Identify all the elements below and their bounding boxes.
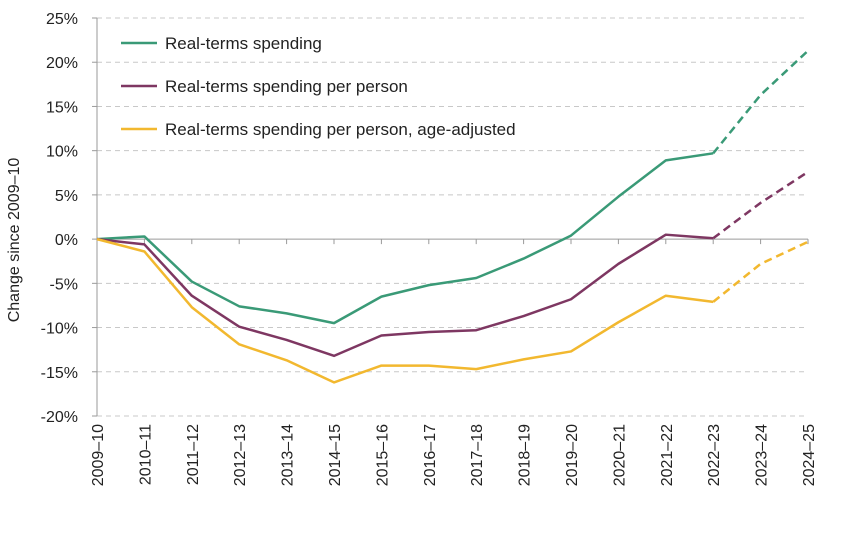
gridlines bbox=[97, 17, 808, 417]
y-tick-label: -5% bbox=[50, 276, 78, 293]
x-tick-label: 2011–12 bbox=[185, 424, 202, 485]
y-tick-label: -15% bbox=[41, 365, 78, 382]
series-projection-line-3 bbox=[712, 240, 809, 303]
series-line-2 bbox=[96, 233, 714, 358]
x-tick-label: 2019–20 bbox=[564, 424, 581, 486]
x-tick-label: 2017–18 bbox=[469, 424, 486, 486]
x-tick-label: 2015–16 bbox=[374, 424, 391, 486]
x-tick-label: 2023–24 bbox=[754, 424, 771, 486]
axes: -20% -15% -10% -5% 0% 5% 10% 15% 20% 25% 2009–10 20… bbox=[41, 11, 818, 486]
x-tick-label: 2022–23 bbox=[706, 424, 723, 486]
x-tick-label: 2012–13 bbox=[232, 424, 249, 486]
y-axis-label: Change since 2009–10 bbox=[6, 158, 23, 323]
legend-label-2: Real-terms spending per person bbox=[165, 77, 408, 96]
y-tick-label: 10% bbox=[46, 144, 78, 161]
x-tick-label: 2014–15 bbox=[327, 424, 344, 486]
series-lines bbox=[96, 49, 809, 384]
x-tick-label: 2024–25 bbox=[801, 424, 818, 486]
y-tick-label: 15% bbox=[46, 99, 78, 116]
y-tick-label: 0% bbox=[55, 232, 78, 249]
series-line-1 bbox=[96, 152, 714, 325]
y-tick-label: -20% bbox=[41, 409, 78, 426]
y-tick-label: -10% bbox=[41, 321, 78, 338]
legend: Real-terms spending Real-terms spending p… bbox=[121, 34, 516, 139]
x-tick-label: 2018–19 bbox=[517, 424, 534, 486]
y-tick-label: 5% bbox=[55, 188, 78, 205]
series-line-3 bbox=[96, 237, 714, 384]
y-tick-label: 20% bbox=[46, 55, 78, 72]
x-tick-label: 2013–14 bbox=[280, 424, 297, 486]
x-tick-label: 2009–10 bbox=[90, 424, 107, 486]
x-tick-label: 2020–21 bbox=[611, 424, 628, 486]
legend-label-3: Real-terms spending per person, age-adju… bbox=[165, 120, 516, 139]
x-tick-label: 2016–17 bbox=[422, 424, 439, 486]
x-tick-label: 2010–11 bbox=[137, 424, 154, 485]
legend-label-1: Real-terms spending bbox=[165, 34, 322, 53]
series-projection-line-2 bbox=[712, 170, 809, 240]
x-tick-label: 2021–22 bbox=[659, 424, 676, 486]
series-projection-line-1 bbox=[712, 49, 809, 155]
y-tick-label: 25% bbox=[46, 11, 78, 28]
